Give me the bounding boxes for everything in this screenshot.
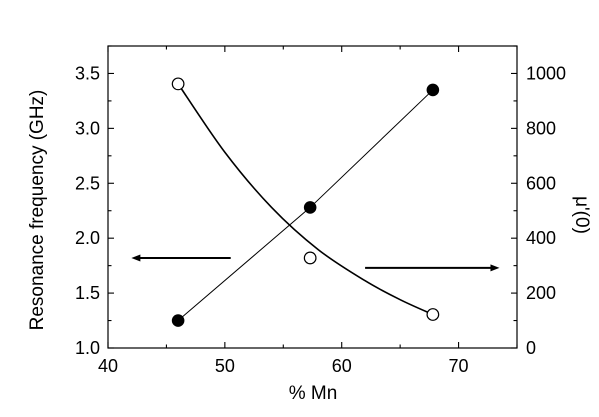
y-left-tick-label: 2.5 [75,173,100,193]
y-right-tick-label: 800 [526,118,556,138]
y-left-tick-label: 3.0 [75,118,100,138]
y-axis-right-title: μ'(0) [571,196,592,234]
plot-frame [107,45,518,349]
y-left-tick-label: 1.0 [75,338,100,358]
data-point-filled [426,83,440,97]
y-right-tick-label: 1000 [526,63,566,83]
y-right-tick-label: 200 [526,283,556,303]
x-axis-title: % Mn [289,383,338,404]
y-right-tick-label: 0 [526,338,536,358]
data-point-open [303,251,317,265]
data-point-filled [171,314,185,327]
x-tick-label: 60 [332,356,352,376]
y-right-tick-label: 600 [526,173,556,193]
data-point-open [171,77,185,91]
x-tick-label: 70 [449,356,469,376]
x-tick-label: 50 [215,356,235,376]
y-right-tick-label: 400 [526,228,556,248]
right-arrowhead [490,264,500,272]
y-left-tick-label: 3.5 [75,63,100,83]
y-left-tick-label: 1.5 [75,283,100,303]
y-left-tick-label: 2.0 [75,228,100,248]
x-tick-label: 40 [98,356,118,376]
data-point-filled [303,201,317,214]
left-arrowhead [131,254,141,262]
series-right-fit-curve [177,83,434,316]
data-point-open [426,308,440,321]
y-axis-left-title: Resonance frequency (GHz) [27,90,48,331]
